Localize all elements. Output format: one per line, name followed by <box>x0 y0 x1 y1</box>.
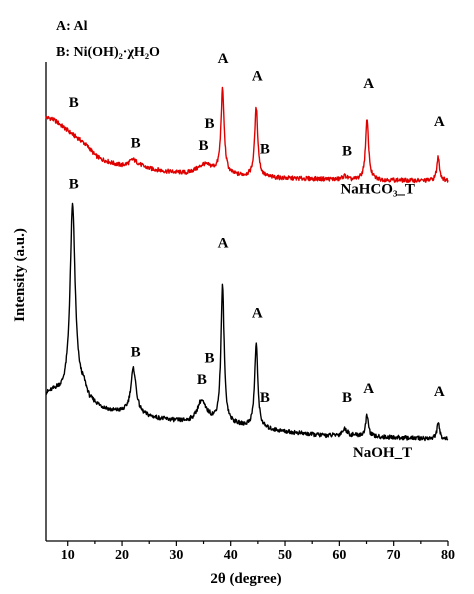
legend-entry: B: Ni(OH)₂·χH₂O <box>56 45 160 60</box>
peak-label: A <box>252 305 263 321</box>
x-tick-label: 70 <box>387 548 401 563</box>
legend-entry: A: Al <box>56 19 88 34</box>
peak-label: B <box>260 390 270 406</box>
peak-label: A <box>218 235 229 251</box>
peak-label: B <box>205 350 215 366</box>
peak-label: A <box>363 76 374 92</box>
x-ticks: 10 20 30 40 50 60 70 80 <box>61 541 455 563</box>
peak-label: B <box>69 176 79 192</box>
peak-label: A <box>252 69 263 85</box>
series-line <box>45 86 449 184</box>
y-axis-label: Intensity (a.u.) <box>12 228 28 322</box>
x-tick-label: 40 <box>224 548 238 563</box>
peak-label: B <box>342 143 352 159</box>
peak-label: B <box>131 345 141 361</box>
legend: A: Al B: Ni(OH)₂·χH₂O <box>56 19 160 60</box>
x-tick-label: 10 <box>61 548 75 563</box>
peak-label: B <box>131 135 141 151</box>
series-layer <box>45 86 449 442</box>
series-line <box>45 202 449 442</box>
peak-label: B <box>205 116 215 132</box>
peak-label: A <box>434 384 445 400</box>
peak-label: B <box>69 95 79 111</box>
peak-label: A <box>218 51 229 67</box>
peak-label: B <box>197 372 207 388</box>
series-label: NaOH_T <box>353 445 412 461</box>
axes <box>45 62 448 542</box>
x-tick-label: 80 <box>441 548 455 563</box>
series-labels: NaHCO₃_T NaOH_T <box>340 182 415 461</box>
x-tick-label: 60 <box>332 548 346 563</box>
peak-label: A <box>434 114 445 130</box>
peak-label: B <box>199 138 209 154</box>
series-label: NaHCO₃_T <box>340 182 415 198</box>
x-tick-label: 20 <box>115 548 129 563</box>
peak-label: B <box>260 141 270 157</box>
x-tick-label: 50 <box>278 548 292 563</box>
x-axis-label: 2θ (degree) <box>210 571 281 587</box>
peak-label: A <box>363 381 374 397</box>
peak-label: B <box>342 390 352 406</box>
x-tick-label: 30 <box>169 548 183 563</box>
